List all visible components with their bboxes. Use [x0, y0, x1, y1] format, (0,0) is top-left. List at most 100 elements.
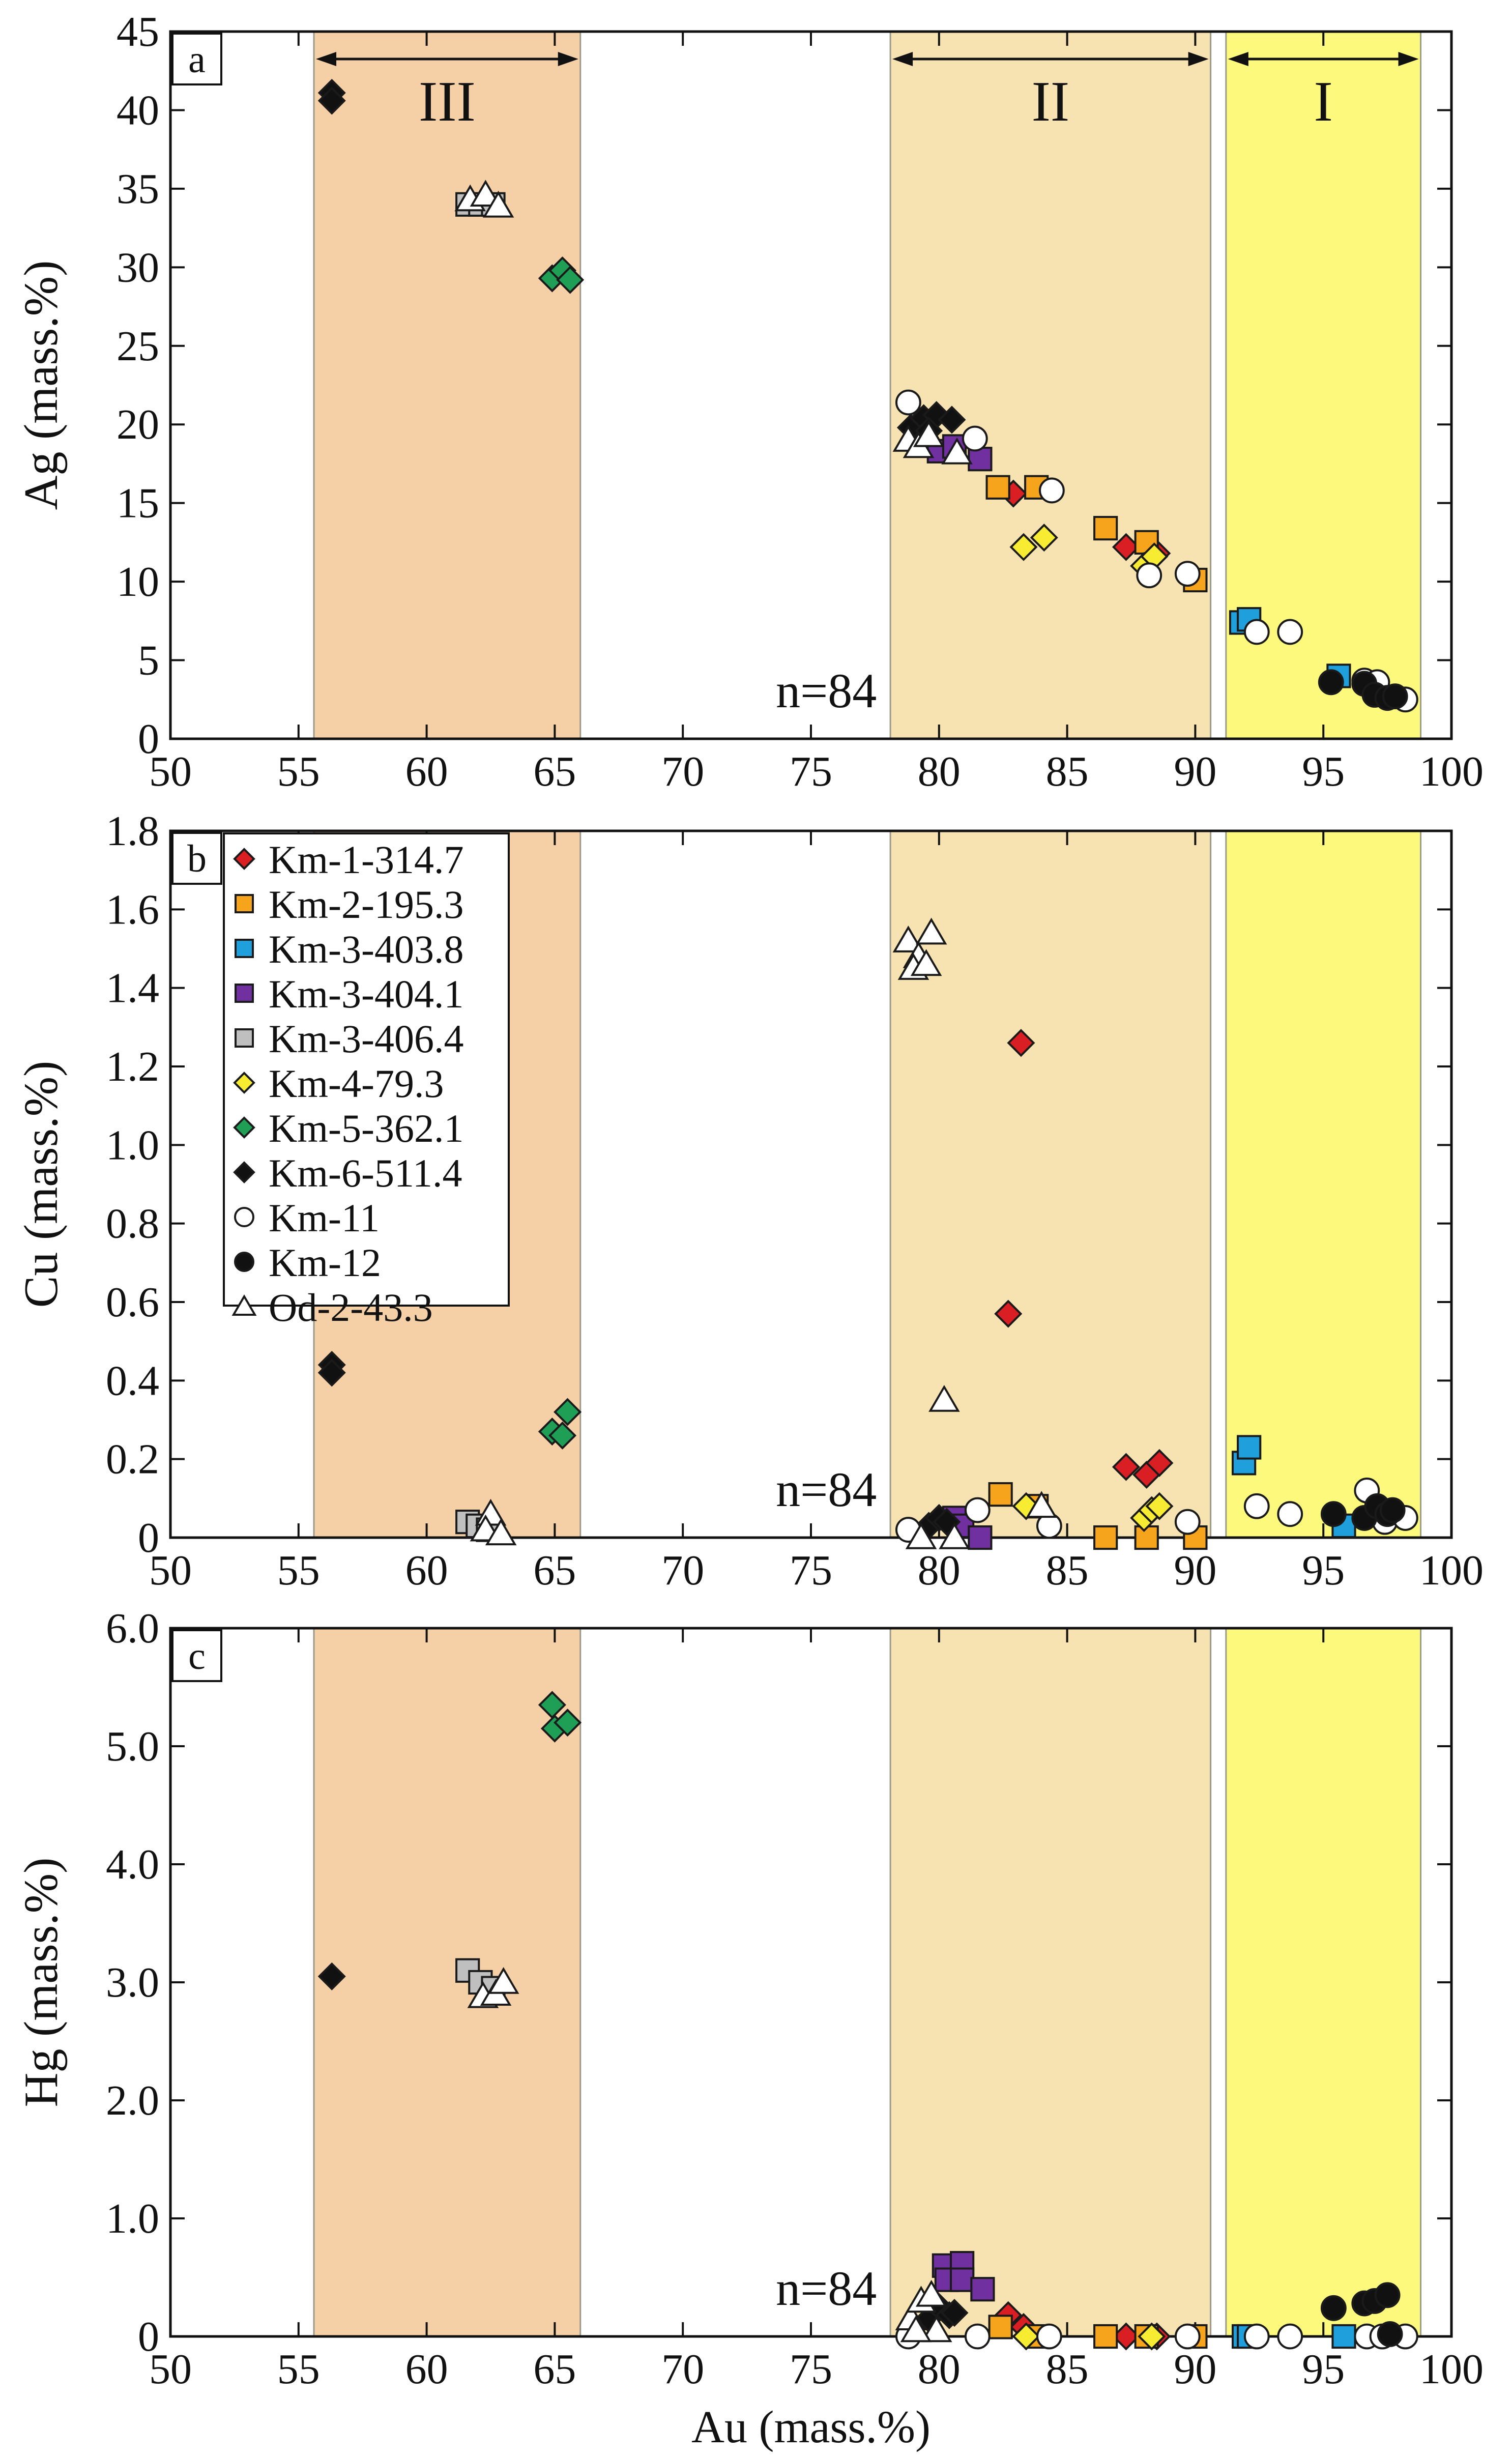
legend-marker-km-1-314-7 [233, 848, 255, 870]
zone-band [889, 830, 1212, 1539]
zone-label: III [419, 70, 476, 133]
panel-a: III II I50 55 60 65 70 75 80 85 90 95 10005101520253… [15, 8, 1484, 795]
point-km-11 [1174, 2323, 1201, 2350]
y-tick-label: 35 [117, 165, 159, 213]
point-km-12 [1379, 1497, 1406, 1523]
legend-marker-km-4-79-3 [233, 1072, 255, 1094]
point-od-2-43-3 [1026, 1491, 1058, 1518]
point-km-11 [1136, 562, 1162, 589]
y-axis-label: Cu (mass.%) [15, 1061, 68, 1308]
point-km-11 [1243, 619, 1270, 645]
x-tick-label: 80 [918, 2346, 961, 2393]
point-km-2-195-3 [1134, 1525, 1159, 1550]
x-tick-label: 85 [1046, 2346, 1089, 2393]
point-od-2-43-3 [939, 1522, 970, 1549]
zone-arrow-head-right [1188, 52, 1209, 66]
y-tick-label: 10 [117, 558, 159, 605]
y-tick-label: 5 [138, 637, 159, 684]
y-tick-label: 4.0 [106, 1841, 159, 1888]
legend: Km-1-314.7Km-2-195.3Km-3-403.8Km-3-404.1… [223, 832, 510, 1330]
legend-label-km-12: Km-12 [269, 1240, 381, 1285]
x-tick-label: 95 [1302, 1547, 1345, 1594]
legend-marker-km-2-195-3 [235, 894, 254, 913]
legend-label-km-4-79-3: Km-4-79.3 [269, 1061, 444, 1106]
y-tick-label: 2.0 [106, 2077, 159, 2124]
zone-band [313, 31, 581, 740]
y-tick-label: 25 [117, 323, 159, 370]
x-tick-label: 75 [790, 748, 832, 795]
x-tick-label: 95 [1302, 748, 1345, 795]
point-km-3-404-1 [968, 1525, 993, 1550]
point-od-2-43-3 [910, 949, 942, 976]
y-tick-label: 3.0 [106, 1959, 159, 2006]
panel-letter-box [171, 832, 222, 885]
point-km-3-403-8 [1237, 1435, 1262, 1460]
point-km-4-79-3 [1145, 1492, 1174, 1520]
y-tick-label: 0.4 [106, 1357, 159, 1404]
point-km-6-511-4 [317, 1962, 346, 1990]
y-tick-label: 15 [117, 480, 159, 527]
point-od-2-43-3 [487, 1967, 519, 1994]
zone-arrow-head-right [558, 52, 578, 66]
point-od-2-43-3 [928, 1384, 960, 1412]
point-km-3-404-1 [970, 2277, 995, 2302]
y-tick-label: 1.6 [106, 886, 159, 933]
point-km-5-362-1 [554, 1709, 582, 1737]
point-km-1-314-7 [1007, 1029, 1035, 1057]
y-tick-label: 0 [138, 2313, 159, 2360]
x-tick-label: 100 [1419, 748, 1484, 795]
point-km-1-314-7 [994, 1299, 1023, 1328]
legend-label-km-3-404-1: Km-3-404.1 [269, 972, 463, 1016]
point-km-11 [1277, 2323, 1303, 2350]
x-tick-label: 65 [533, 748, 576, 795]
y-tick-label: 1.4 [106, 965, 159, 1012]
y-tick-label: 0.6 [106, 1279, 159, 1326]
point-od-2-43-3 [892, 926, 924, 952]
n-label: n=84 [776, 663, 877, 718]
point-km-2-195-3 [985, 475, 1010, 500]
y-tick-label: 5.0 [106, 1723, 159, 1770]
x-tick-label: 65 [533, 2346, 576, 2393]
point-km-2-195-3 [1093, 2324, 1118, 2349]
point-km-4-79-3 [1012, 1492, 1040, 1520]
x-tick-label: 70 [661, 748, 704, 795]
y-tick-label: 6.0 [106, 1605, 159, 1652]
point-km-5-362-1 [556, 266, 585, 294]
y-tick-label: 20 [117, 401, 159, 448]
point-km-3-404-1 [950, 2267, 975, 2292]
point-km-6-511-4 [938, 406, 966, 434]
n-label: n=84 [776, 2261, 877, 2316]
data-points [317, 78, 1418, 713]
zone-band [889, 1627, 1212, 2337]
x-tick-label: 60 [405, 748, 448, 795]
zone-band [313, 1627, 581, 2337]
x-tick-label: 65 [533, 1547, 576, 1594]
point-km-11 [1174, 1509, 1201, 1535]
point-km-12 [1318, 669, 1344, 696]
legend-label-km-6-511-4: Km-6-511.4 [269, 1151, 462, 1195]
point-km-1-314-7 [1145, 1449, 1174, 1477]
point-od-2-43-3 [900, 2315, 932, 2343]
x-tick-label: 50 [149, 748, 192, 795]
legend-marker-od-2-43-3 [231, 1294, 257, 1316]
y-tick-label: 0 [138, 1514, 159, 1562]
x-tick-label: 100 [1419, 2346, 1484, 2393]
point-od-2-43-3 [920, 2315, 952, 2343]
x-tick-label: 60 [405, 1547, 448, 1594]
x-tick-label: 75 [790, 1547, 832, 1594]
x-tick-label: 80 [918, 1547, 961, 1594]
x-tick-label: 75 [790, 2346, 832, 2393]
legend-marker-km-3-406-4 [235, 1028, 254, 1048]
zone-arrow-head-right [1398, 52, 1419, 66]
y-tick-label: 30 [117, 244, 159, 291]
point-km-11 [1174, 561, 1201, 587]
point-km-11 [1277, 619, 1303, 645]
panel-letter: c [188, 1635, 206, 1678]
point-km-11 [1243, 1493, 1270, 1519]
y-tick-label: 0 [138, 715, 159, 763]
x-tick-label: 55 [277, 1547, 320, 1594]
point-km-6-511-4 [940, 2299, 969, 2327]
point-km-11 [1243, 2323, 1270, 2350]
point-km-12 [1320, 2295, 1347, 2321]
point-km-11 [962, 425, 988, 452]
